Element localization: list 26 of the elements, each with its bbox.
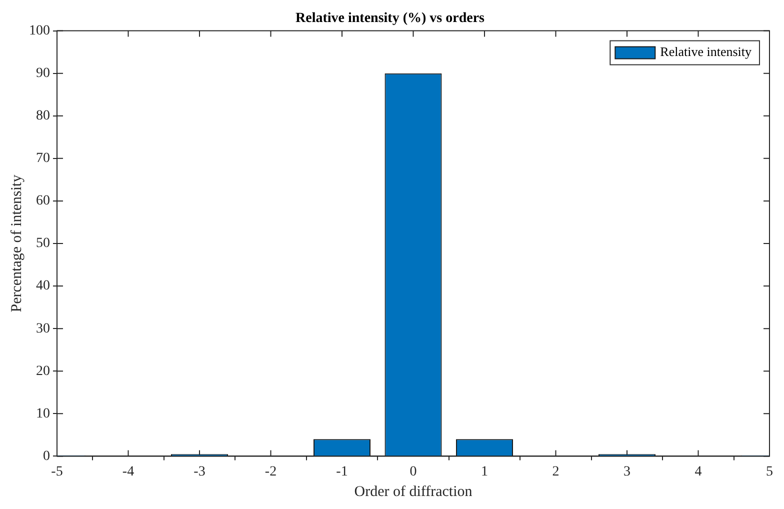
y-tick-label: 10 [36, 406, 50, 422]
x-tick-label: -4 [122, 464, 134, 480]
x-tick-label: -2 [264, 464, 277, 480]
y-tick-label: 20 [36, 364, 50, 379]
x-tick-label: 2 [552, 464, 560, 480]
x-tick-label: -1 [336, 464, 348, 480]
chart-title: Relative intensity (%) vs orders [296, 11, 486, 26]
legend-label: Relative intensity [660, 44, 752, 60]
x-tick-label: 1 [481, 464, 488, 480]
x-axis-title: Order of diffraction [354, 484, 473, 500]
x-tick-label: 3 [624, 464, 630, 480]
y-tick-label: 100 [29, 23, 50, 38]
x-tick-label: 0 [410, 464, 417, 480]
y-tick-label: 70 [36, 151, 50, 166]
x-tick-label: 5 [766, 464, 773, 480]
y-axis-title: Percentage of intensity [8, 174, 25, 312]
y-tick-label: 40 [36, 278, 50, 294]
y-tick-label: 30 [36, 321, 50, 336]
y-tick-label: 60 [36, 194, 50, 209]
y-tick-label: 0 [43, 448, 50, 464]
y-tick-label: 90 [36, 66, 50, 82]
y-tick-label: 80 [36, 108, 50, 124]
x-tick-label: -3 [194, 464, 206, 480]
x-tick-label: 4 [694, 464, 702, 480]
x-tick-label: -5 [51, 464, 63, 480]
y-tick-label: 50 [36, 236, 50, 252]
